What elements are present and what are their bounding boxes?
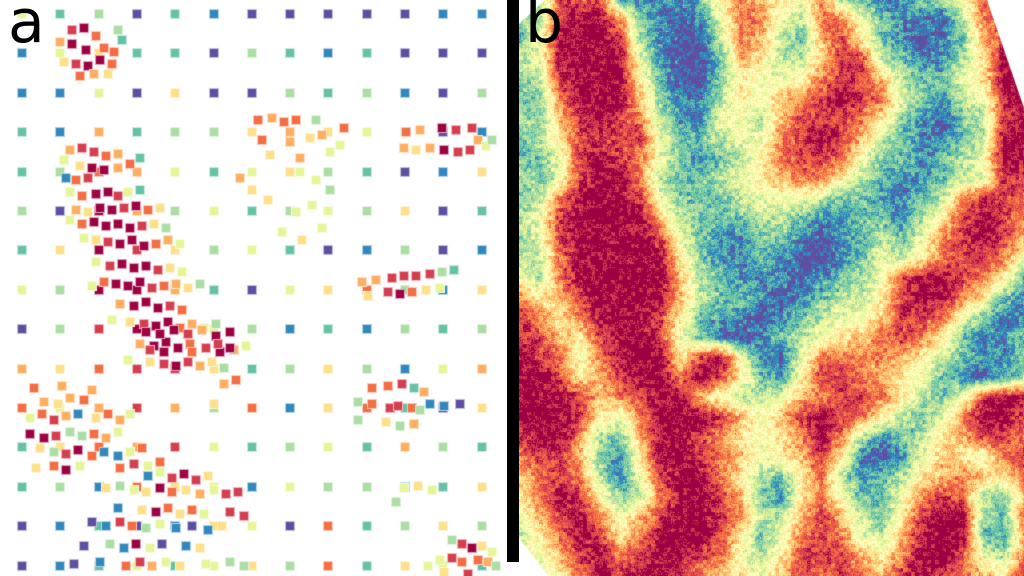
panel-b-heatmap: b [519,0,1024,576]
panel-a-scatter: a [0,0,507,576]
panel-divider [507,0,519,562]
panel-a-label: a [8,0,45,57]
heatmap-canvas [519,0,1024,576]
scatter-canvas [0,0,507,576]
panel-b-label: b [525,0,564,57]
